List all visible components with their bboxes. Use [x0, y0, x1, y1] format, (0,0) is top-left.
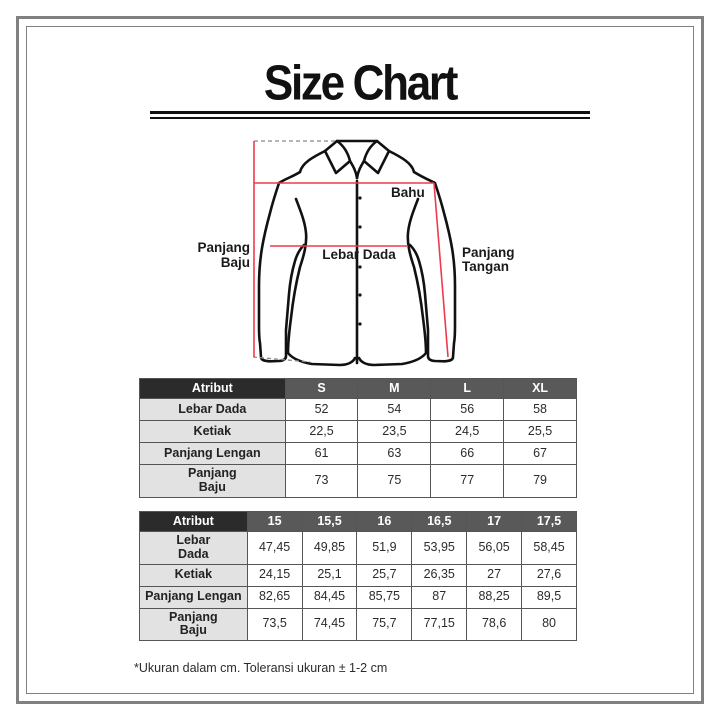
svg-text:Panjang: Panjang — [197, 240, 250, 255]
svg-text:Bahu: Bahu — [391, 185, 425, 200]
svg-text:Lebar Dada: Lebar Dada — [322, 247, 396, 262]
svg-text:Baju: Baju — [221, 255, 250, 270]
svg-text:Panjang: Panjang — [462, 245, 515, 260]
svg-text:Tangan: Tangan — [462, 259, 509, 274]
